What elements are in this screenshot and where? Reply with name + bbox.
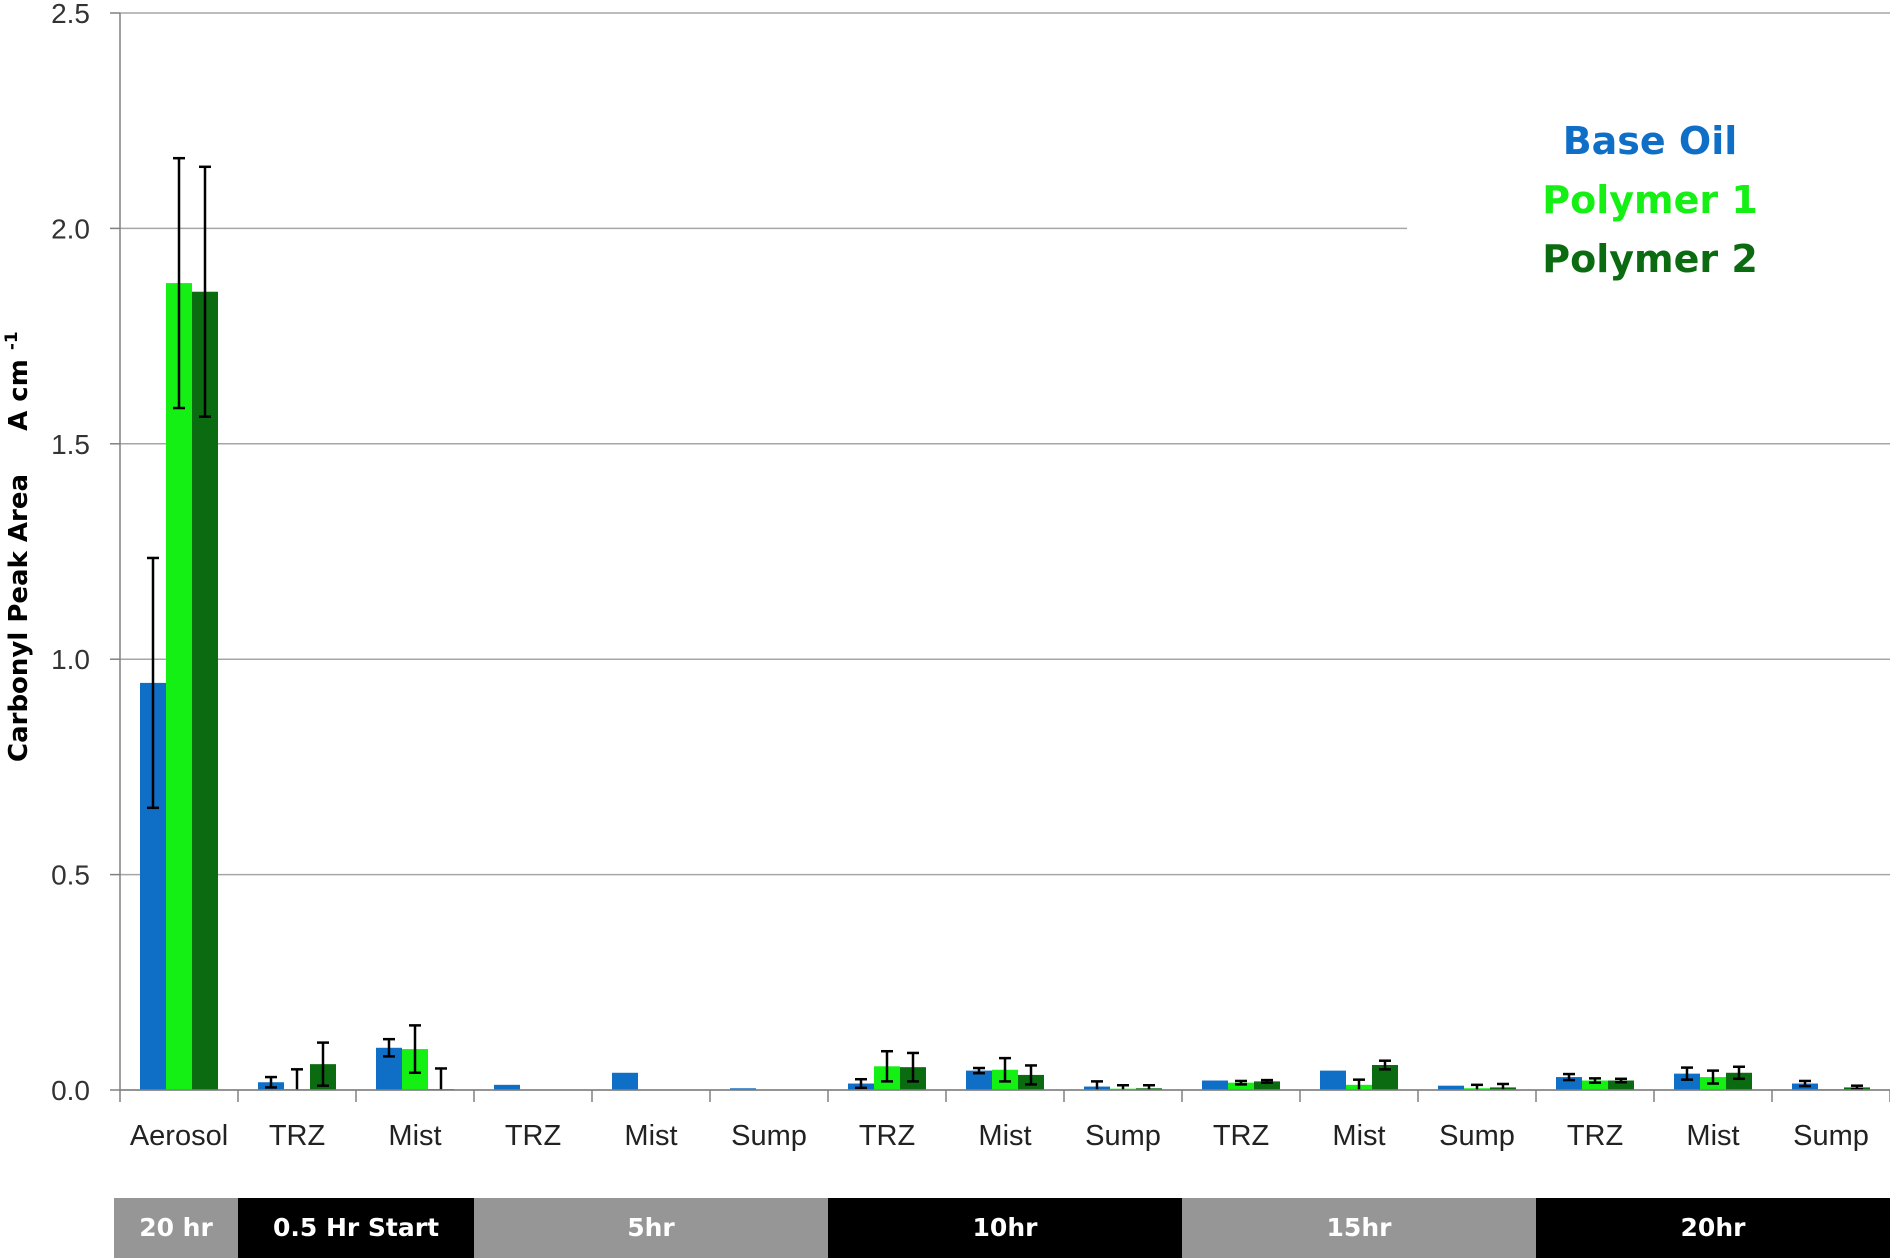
- error-bar: [1025, 1064, 1037, 1086]
- error-bar: [1143, 1084, 1155, 1090]
- time-group-label: 20hr: [1681, 1213, 1747, 1242]
- x-category-label: Sump: [1085, 1120, 1161, 1152]
- legend-entry: Polymer 2: [1542, 237, 1758, 281]
- x-category-label: TRZ: [1213, 1120, 1269, 1152]
- error-bar: [199, 165, 211, 418]
- error-bar: [265, 1075, 277, 1089]
- legend-entry: Base Oil: [1563, 119, 1738, 163]
- x-category-label: TRZ: [859, 1120, 915, 1152]
- time-group-band: 20 hr: [114, 1198, 238, 1258]
- time-group-label: 0.5 Hr Start: [273, 1213, 439, 1242]
- error-bar: [1615, 1077, 1627, 1084]
- bar-polymer-2: [192, 291, 218, 1090]
- time-group-label: 5hr: [627, 1213, 675, 1242]
- bar-base-oil: [966, 1070, 992, 1090]
- error-bar: [1379, 1059, 1391, 1071]
- bar-polymer-2: [1726, 1072, 1752, 1090]
- x-category-label: Mist: [1686, 1120, 1739, 1152]
- bars: [140, 283, 1870, 1091]
- error-bar: [409, 1024, 421, 1075]
- x-category-label: Aerosol: [130, 1120, 228, 1152]
- y-axis-ticks: 0.0 0.5 1.0 1.5 2.0 2.5: [51, 0, 120, 1106]
- error-bar: [1117, 1084, 1129, 1090]
- y-tick-label: 0.5: [51, 860, 90, 891]
- error-bar: [1589, 1077, 1601, 1084]
- time-group-bands: 20 hr 0.5 Hr Start 5hr 10hr 15hr 20hr: [114, 1198, 1890, 1258]
- error-bar: [1563, 1072, 1575, 1082]
- error-bar: [1497, 1082, 1509, 1090]
- x-category-label: TRZ: [505, 1120, 561, 1152]
- time-group-band: 10hr: [828, 1198, 1182, 1258]
- error-bar: [147, 556, 159, 810]
- x-category-label: Mist: [388, 1120, 441, 1152]
- error-bar: [973, 1066, 985, 1075]
- legend: Base Oil Polymer 1 Polymer 2: [1542, 119, 1758, 281]
- bar-polymer-2: [1608, 1080, 1634, 1090]
- bar-polymer-1: [166, 283, 192, 1091]
- x-category-label: Sump: [731, 1120, 807, 1152]
- x-category-label: Mist: [1332, 1120, 1385, 1152]
- category-labels: Aerosol TRZ Mist TRZ Mist Sump TRZ Mist Sump TRZ M…: [130, 1120, 1869, 1152]
- error-bar: [1091, 1080, 1103, 1090]
- x-category-label: TRZ: [1567, 1120, 1623, 1152]
- bar-base-oil: [1438, 1085, 1464, 1090]
- error-bar: [1733, 1065, 1745, 1081]
- error-bar: [1707, 1069, 1719, 1085]
- x-category-label: Sump: [1439, 1120, 1515, 1152]
- error-bar: [173, 156, 185, 410]
- time-group-band: 20hr: [1536, 1198, 1890, 1258]
- x-category-label: Sump: [1793, 1120, 1869, 1152]
- y-tick-label: 2.5: [51, 0, 90, 29]
- x-category-label: TRZ: [269, 1120, 325, 1152]
- error-bar: [1353, 1078, 1365, 1090]
- error-bar: [291, 1068, 303, 1090]
- bar-base-oil: [612, 1072, 638, 1090]
- error-bar: [881, 1049, 893, 1083]
- time-group-label: 15hr: [1327, 1213, 1393, 1242]
- bar-polymer-1: [1228, 1082, 1254, 1090]
- time-group-band: 0.5 Hr Start: [238, 1198, 474, 1258]
- bar-base-oil: [494, 1084, 520, 1090]
- bar-base-oil: [1556, 1077, 1582, 1090]
- error-bar: [1851, 1084, 1863, 1091]
- y-tick-label: 1.5: [51, 429, 90, 460]
- time-group-label: 20 hr: [139, 1213, 213, 1242]
- x-category-label: Mist: [624, 1120, 677, 1152]
- bar-polymer-1: [1582, 1080, 1608, 1090]
- error-bar: [855, 1077, 867, 1090]
- bar-base-oil: [1674, 1073, 1700, 1090]
- error-bar: [1471, 1083, 1483, 1090]
- y-axis-label: Carbonyl Peak Area A cm -1: [2, 331, 34, 762]
- error-bar: [317, 1041, 329, 1087]
- time-group-band: 5hr: [474, 1198, 828, 1258]
- bar-polymer-2: [1254, 1081, 1280, 1090]
- gridlines: [120, 12, 1890, 1091]
- axes: [119, 13, 1890, 1102]
- x-category-label: Mist: [978, 1120, 1031, 1152]
- legend-entry: Polymer 1: [1542, 178, 1758, 222]
- error-bar: [383, 1037, 395, 1058]
- bar-base-oil: [1202, 1080, 1228, 1090]
- error-bar: [1235, 1079, 1247, 1086]
- error-bar: [1261, 1078, 1273, 1084]
- error-bar: [1681, 1066, 1693, 1081]
- bar-base-oil: [730, 1088, 756, 1090]
- error-bars: [147, 156, 1863, 1091]
- time-group-band: 15hr: [1182, 1198, 1536, 1258]
- y-tick-label: 0.0: [51, 1075, 90, 1106]
- error-bar: [435, 1067, 447, 1090]
- error-bar: [999, 1056, 1011, 1083]
- error-bar: [1799, 1079, 1811, 1088]
- time-group-label: 10hr: [973, 1213, 1039, 1242]
- error-bar: [907, 1051, 919, 1083]
- y-tick-label: 2.0: [51, 213, 90, 244]
- bar-base-oil: [1320, 1070, 1346, 1090]
- y-tick-label: 1.0: [51, 644, 90, 675]
